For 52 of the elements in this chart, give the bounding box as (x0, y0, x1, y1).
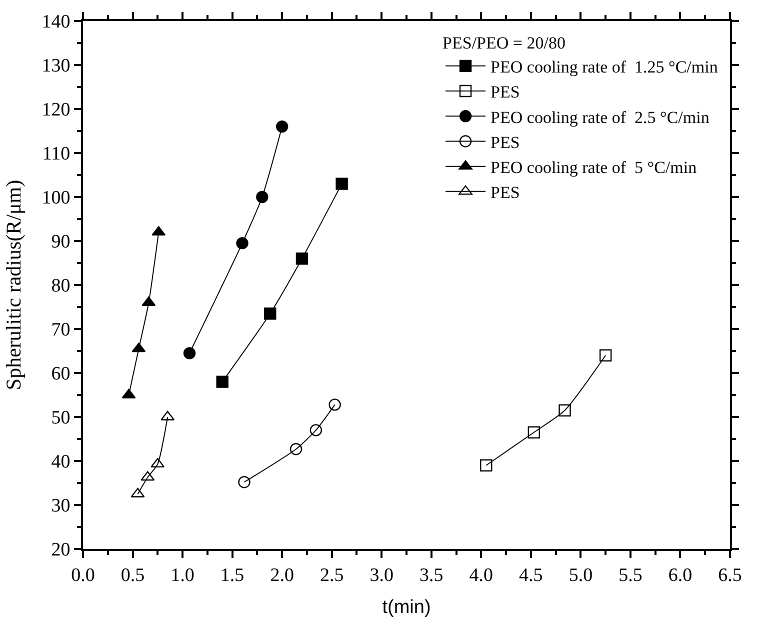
point (256, 190, 268, 204)
y-tick-label: 120 (42, 100, 70, 121)
y-tick-label: 50 (51, 408, 70, 429)
point (599, 349, 612, 362)
x-tick-label: 6.5 (718, 564, 742, 586)
y-tick-label: 60 (51, 364, 70, 385)
y-tick-label: 20 (51, 540, 70, 561)
y-tick-label: 110 (42, 144, 70, 165)
point (480, 459, 492, 472)
y-tick-label: 80 (51, 276, 70, 297)
x-tick-label: 6.0 (668, 564, 692, 586)
x-tick-label: 0.5 (120, 564, 145, 586)
point (310, 424, 322, 436)
x-tick-label: 5.0 (568, 564, 593, 586)
legend-label: PEO cooling rate of 5 °C/min (490, 158, 698, 177)
y-tick-label: 40 (51, 452, 70, 473)
x-axis-title: t(min) (382, 597, 431, 618)
legend-label: PEO cooling rate of 1.25 °C/min (490, 58, 718, 77)
x-tick-label: 3.0 (370, 564, 394, 586)
y-axis-title: Spherulitic radius(R/μm) (1, 180, 26, 390)
legend-label: PES (490, 183, 520, 202)
point (276, 120, 288, 133)
x-tick-label: 4.0 (469, 564, 494, 586)
legend-label: PES (490, 132, 520, 152)
point (238, 476, 250, 488)
y-tick-label: 30 (51, 496, 70, 517)
point (558, 404, 571, 416)
x-tick-label: 2.5 (320, 564, 344, 586)
x-tick-label: 1.0 (170, 564, 194, 586)
legend-title: PES/PEO = 20/80 (442, 33, 566, 52)
point (183, 347, 196, 360)
x-tick-label: 2.0 (270, 564, 294, 586)
point (236, 237, 248, 250)
point (296, 252, 308, 265)
x-tick-label: 3.5 (420, 564, 444, 586)
legend-label: PEO cooling rate of 2.5 °C/min (490, 108, 710, 127)
point (336, 178, 348, 190)
y-tick-label: 70 (51, 320, 70, 341)
y-tick-label: 140 (42, 12, 70, 33)
point (264, 308, 276, 320)
x-tick-label: 5.5 (618, 564, 642, 586)
legend-label: PES (490, 82, 520, 102)
y-tick-label: 130 (42, 56, 70, 77)
point (290, 443, 302, 456)
point (328, 398, 341, 411)
y-tick-label: 90 (51, 232, 70, 253)
point (216, 376, 228, 388)
y-tick-label: 100 (42, 188, 70, 209)
x-tick-label: 4.5 (519, 564, 543, 586)
x-tick-label: 1.5 (220, 564, 244, 586)
point (528, 426, 540, 438)
x-tick-label: 0.0 (71, 564, 95, 586)
